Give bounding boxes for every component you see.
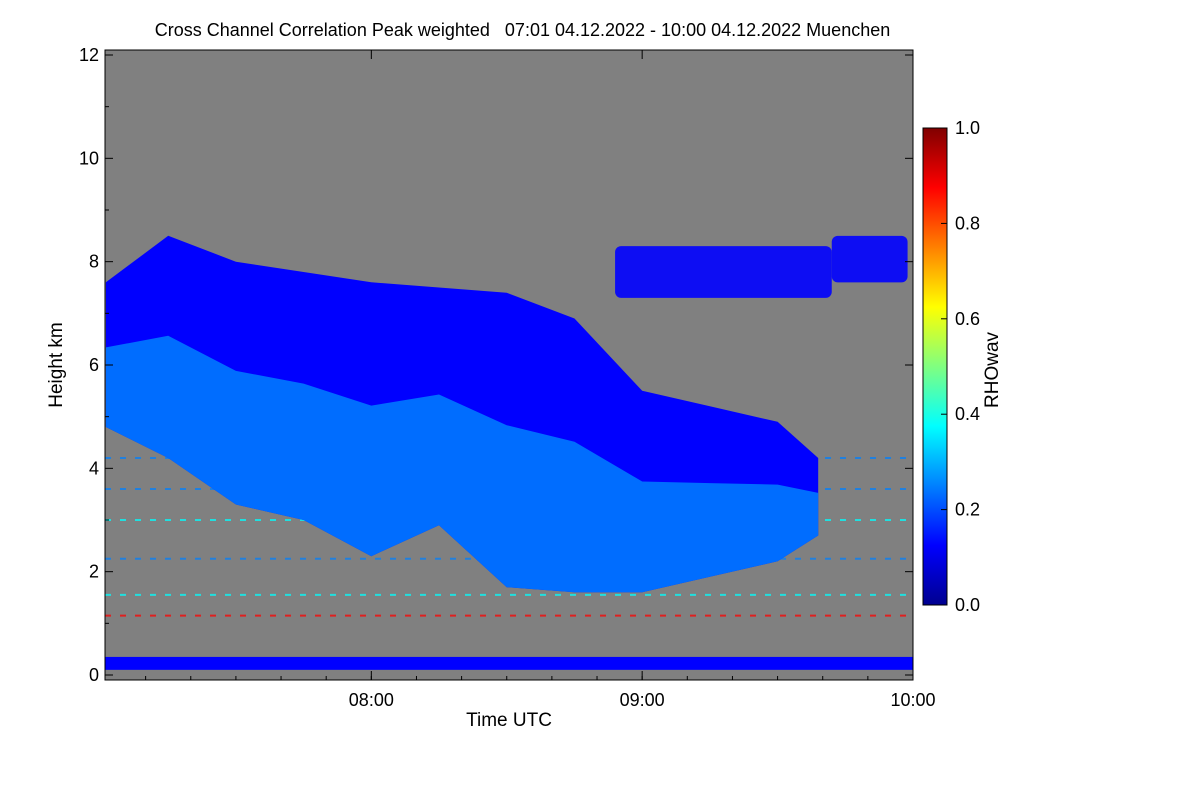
y-tick-label: 0 [89,665,99,685]
upper-cloud-patch [831,235,908,283]
colorbar-tick-label: 0.0 [955,595,980,615]
colorbar-tick-label: 0.8 [955,213,980,233]
y-tick-label: 12 [79,45,99,65]
chart-title: Cross Channel Correlation Peak weighted … [154,20,891,40]
colorbar-tick-label: 1.0 [955,118,980,138]
y-tick-label: 10 [79,148,99,168]
x-tick-label: 08:00 [349,690,394,710]
colorbar-tick-label: 0.6 [955,309,980,329]
y-axis-label: Height km [46,322,67,408]
x-axis-label: Time UTC [466,710,552,731]
x-tick-label: 10:00 [890,690,935,710]
colorbar [922,127,948,606]
colorbar-label: RHOwav [982,331,1003,408]
near-surface-band [105,656,913,670]
y-tick-label: 8 [89,252,99,272]
upper-cloud-patch [615,246,832,298]
heatmap-layer [105,235,913,670]
colorbar-tick-label: 0.4 [955,404,980,424]
x-tick-label: 09:00 [620,690,665,710]
colorbar-tick-label: 0.2 [955,500,980,520]
y-tick-label: 6 [89,355,99,375]
cloud-core-region [105,335,819,593]
y-tick-label: 2 [89,562,99,582]
y-tick-label: 4 [89,458,99,478]
colorbar-axis: 0.0 0.2 0.4 0.6 0.8 1.0 [941,118,980,615]
axes-layer: 0 2 4 6 8 10 12 08:00 09:00 10:00 [79,45,936,710]
